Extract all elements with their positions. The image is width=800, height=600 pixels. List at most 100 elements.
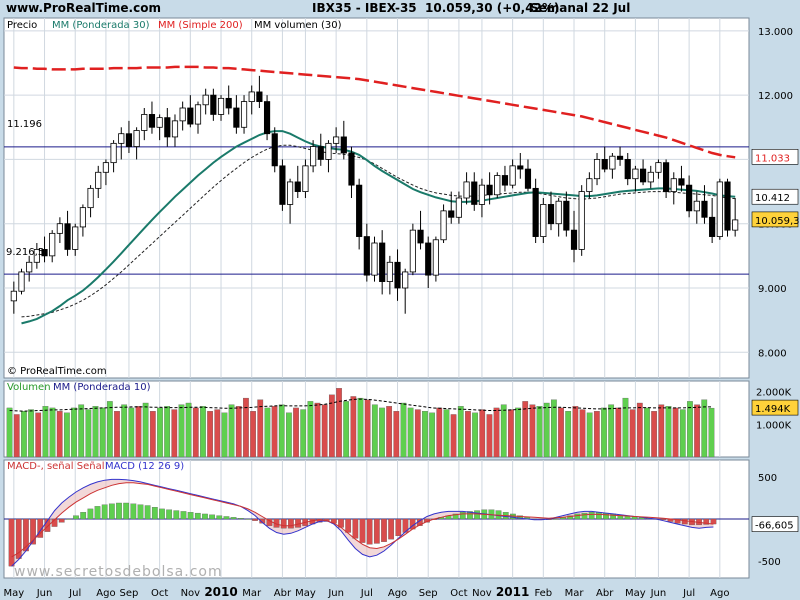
macd-histogram-bar (173, 510, 180, 520)
x-tick-label: Oct (450, 588, 467, 599)
candle-body (524, 168, 532, 189)
badge-ma200-bg (751, 149, 799, 165)
volume-bar (393, 411, 400, 458)
price-tick-label: 12.000 (758, 91, 793, 102)
volume-bar (543, 402, 550, 458)
macd-histogram-bar (216, 515, 223, 520)
macd-histogram-bar (8, 518, 15, 567)
volume-bar (178, 404, 185, 458)
volume-bar (114, 411, 120, 458)
macd-histogram-bar (452, 513, 459, 520)
volume-bar (508, 409, 514, 458)
candle-body (509, 165, 516, 186)
volume-bar (694, 404, 700, 458)
candle-body (363, 236, 370, 276)
candle-body (156, 117, 163, 128)
volume-bar (601, 407, 607, 458)
volume-bar (235, 406, 242, 458)
candle-body (693, 200, 700, 212)
candle-body (294, 181, 301, 192)
volume-bar (221, 412, 228, 458)
volume-bar (429, 412, 435, 458)
volume-bar (407, 407, 414, 458)
site-title[interactable]: www.ProRealTime.com (6, 1, 161, 15)
macd-histogram-bar (252, 518, 258, 521)
macd-histogram-bar (30, 518, 36, 545)
macd-histogram-bar (588, 512, 595, 520)
candle-body (593, 159, 601, 180)
volume-bar (493, 407, 500, 458)
badge-macd-bg (751, 516, 799, 532)
macd-histogram-bar (660, 518, 667, 520)
volume-bar (35, 412, 42, 458)
candle-body (171, 120, 179, 138)
volume-bar (479, 409, 486, 458)
candle-body (49, 232, 56, 257)
volume-bar (171, 409, 178, 458)
candle-body (287, 181, 294, 205)
x-tick-label: Jun (650, 588, 667, 599)
macd-histogram-bar (581, 512, 588, 520)
volume-bar (200, 406, 206, 458)
candle-body (141, 114, 148, 131)
volume-bar (293, 407, 299, 458)
volume-tick-label: 2.000K (756, 388, 792, 399)
macd-histogram-bar (703, 518, 710, 525)
x-tick-label: Mar (242, 588, 262, 599)
legend-volume-ma: MM (Ponderada 10) (53, 382, 151, 393)
candle-body (586, 178, 593, 192)
volume-bar (443, 409, 450, 458)
volume-bar (701, 399, 708, 458)
macd-histogram-bar (288, 518, 294, 529)
volume-bar (164, 406, 171, 458)
candle-body (340, 136, 347, 154)
last-price: 10.059,30 (+0,42%) (425, 1, 560, 15)
volume-bar (6, 407, 13, 458)
x-tick-label: Ago (96, 588, 115, 599)
candle-body (72, 226, 79, 250)
badge-last-price-bg (751, 211, 799, 228)
badge-volume-bg (751, 399, 799, 416)
volume-bar (71, 407, 77, 458)
legend-price: Precio (7, 20, 37, 31)
macd-histogram-bar (388, 518, 395, 540)
volume-bar (550, 399, 557, 458)
candle-body (263, 101, 271, 135)
macd-histogram-bar (474, 510, 480, 520)
macd-histogram-bar (101, 504, 108, 520)
candle-body (532, 187, 539, 237)
candle-body (455, 197, 462, 218)
candle-body (501, 175, 509, 186)
volume-bar (56, 411, 63, 458)
candle-body (371, 242, 378, 276)
macd-signal-fill (11, 479, 714, 567)
macd-histogram-bar (151, 507, 158, 520)
volume-bar (314, 402, 321, 458)
macd-histogram-bar (123, 502, 130, 520)
volume-bar (457, 406, 464, 458)
macd-histogram-bar (194, 512, 201, 520)
volume-bar (572, 406, 579, 458)
volume-bar (644, 407, 650, 458)
candle-body (125, 133, 133, 147)
volume-bar (271, 406, 278, 458)
candle-body (555, 200, 562, 225)
candle-body (333, 136, 340, 144)
volume-bar (357, 397, 364, 458)
x-tick-label: Nov (472, 588, 492, 599)
x-tick-label: Nov (181, 588, 201, 599)
candle-body (709, 216, 716, 237)
candle-body (647, 171, 654, 183)
x-tick-label: 2010 (204, 585, 237, 599)
volume-bar (515, 407, 521, 458)
candle-body (118, 133, 125, 144)
volume-bar (243, 397, 249, 458)
volume-bar (128, 407, 135, 458)
instrument-title: IBX35 - IBEX-35 (312, 1, 417, 15)
macd-histogram-bar (595, 512, 602, 520)
volume-bar (192, 407, 199, 458)
volume-bar (622, 397, 629, 458)
volume-bar (565, 411, 572, 458)
volume-bar (328, 394, 335, 458)
